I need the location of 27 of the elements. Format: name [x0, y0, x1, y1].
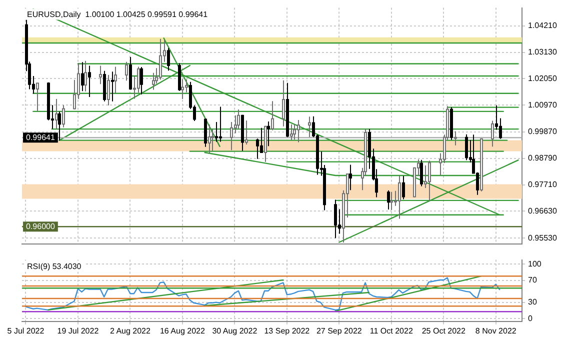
y-tick-label: 0: [528, 314, 533, 323]
x-tick-label: 8 Nov 2022: [475, 326, 517, 336]
x-tick-label: 2 Aug 2022: [110, 326, 151, 336]
x-tick-label: 5 Jul 2022: [7, 326, 45, 336]
x-tick-label: 30 Aug 2022: [212, 326, 258, 336]
x-tick-label: 27 Sep 2022: [316, 326, 362, 336]
x-tick-label: 19 Jul 2022: [57, 326, 100, 336]
ref-line-label: 0.99641: [26, 132, 56, 142]
x-tick-label: 16 Aug 2022: [160, 326, 206, 336]
y-tick-label: 30: [528, 298, 538, 307]
y-tick-label: 0.95530: [528, 233, 558, 242]
x-tick-label: 13 Sep 2022: [264, 326, 310, 336]
y-tick-label: 0.98790: [528, 154, 558, 163]
y-tick-label: 100: [528, 259, 542, 268]
y-tick-label: 1.04210: [528, 21, 558, 30]
y-tick-label: 1.00970: [528, 100, 558, 110]
y-tick-label: 0.97710: [528, 180, 558, 189]
y-tick-label: 0.99870: [528, 127, 558, 136]
y-tick-label: 1.03130: [528, 47, 558, 56]
chart-title: RSI(9) 53.4030: [27, 262, 82, 272]
y-tick-label: 1.02050: [528, 74, 558, 83]
y-tick-label: 0.96630: [528, 206, 558, 216]
y-tick-label: 70: [528, 276, 538, 285]
x-tick-label: 25 Oct 2022: [422, 326, 466, 336]
ref-line-label: 0.96000: [26, 222, 56, 231]
x-tick-label: 11 Oct 2022: [370, 326, 414, 336]
chart-title: EURUSD,Daily 1.00100 1.00425 0.99591 0.99641: [27, 10, 208, 20]
